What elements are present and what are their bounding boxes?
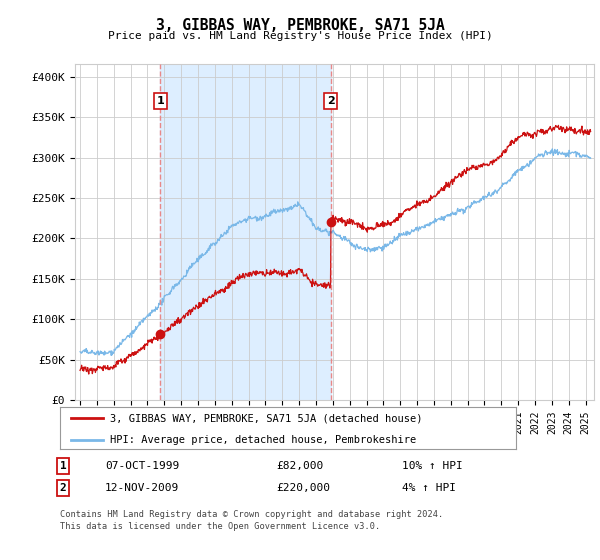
- Text: 2: 2: [327, 96, 334, 106]
- Text: Contains HM Land Registry data © Crown copyright and database right 2024.: Contains HM Land Registry data © Crown c…: [60, 510, 443, 519]
- Text: HPI: Average price, detached house, Pembrokeshire: HPI: Average price, detached house, Pemb…: [110, 435, 416, 445]
- Text: 12-NOV-2009: 12-NOV-2009: [105, 483, 179, 493]
- Text: £82,000: £82,000: [276, 461, 323, 471]
- Text: £220,000: £220,000: [276, 483, 330, 493]
- Bar: [160, 64, 331, 400]
- Text: 07-OCT-1999: 07-OCT-1999: [105, 461, 179, 471]
- Text: 2: 2: [59, 483, 67, 493]
- Text: 4% ↑ HPI: 4% ↑ HPI: [402, 483, 456, 493]
- Text: 10% ↑ HPI: 10% ↑ HPI: [402, 461, 463, 471]
- Text: 1: 1: [59, 461, 67, 471]
- Text: 3, GIBBAS WAY, PEMBROKE, SA71 5JA (detached house): 3, GIBBAS WAY, PEMBROKE, SA71 5JA (detac…: [110, 413, 422, 423]
- Text: 1: 1: [157, 96, 164, 106]
- Text: 3, GIBBAS WAY, PEMBROKE, SA71 5JA: 3, GIBBAS WAY, PEMBROKE, SA71 5JA: [155, 18, 445, 33]
- Text: This data is licensed under the Open Government Licence v3.0.: This data is licensed under the Open Gov…: [60, 522, 380, 531]
- Text: Price paid vs. HM Land Registry's House Price Index (HPI): Price paid vs. HM Land Registry's House …: [107, 31, 493, 41]
